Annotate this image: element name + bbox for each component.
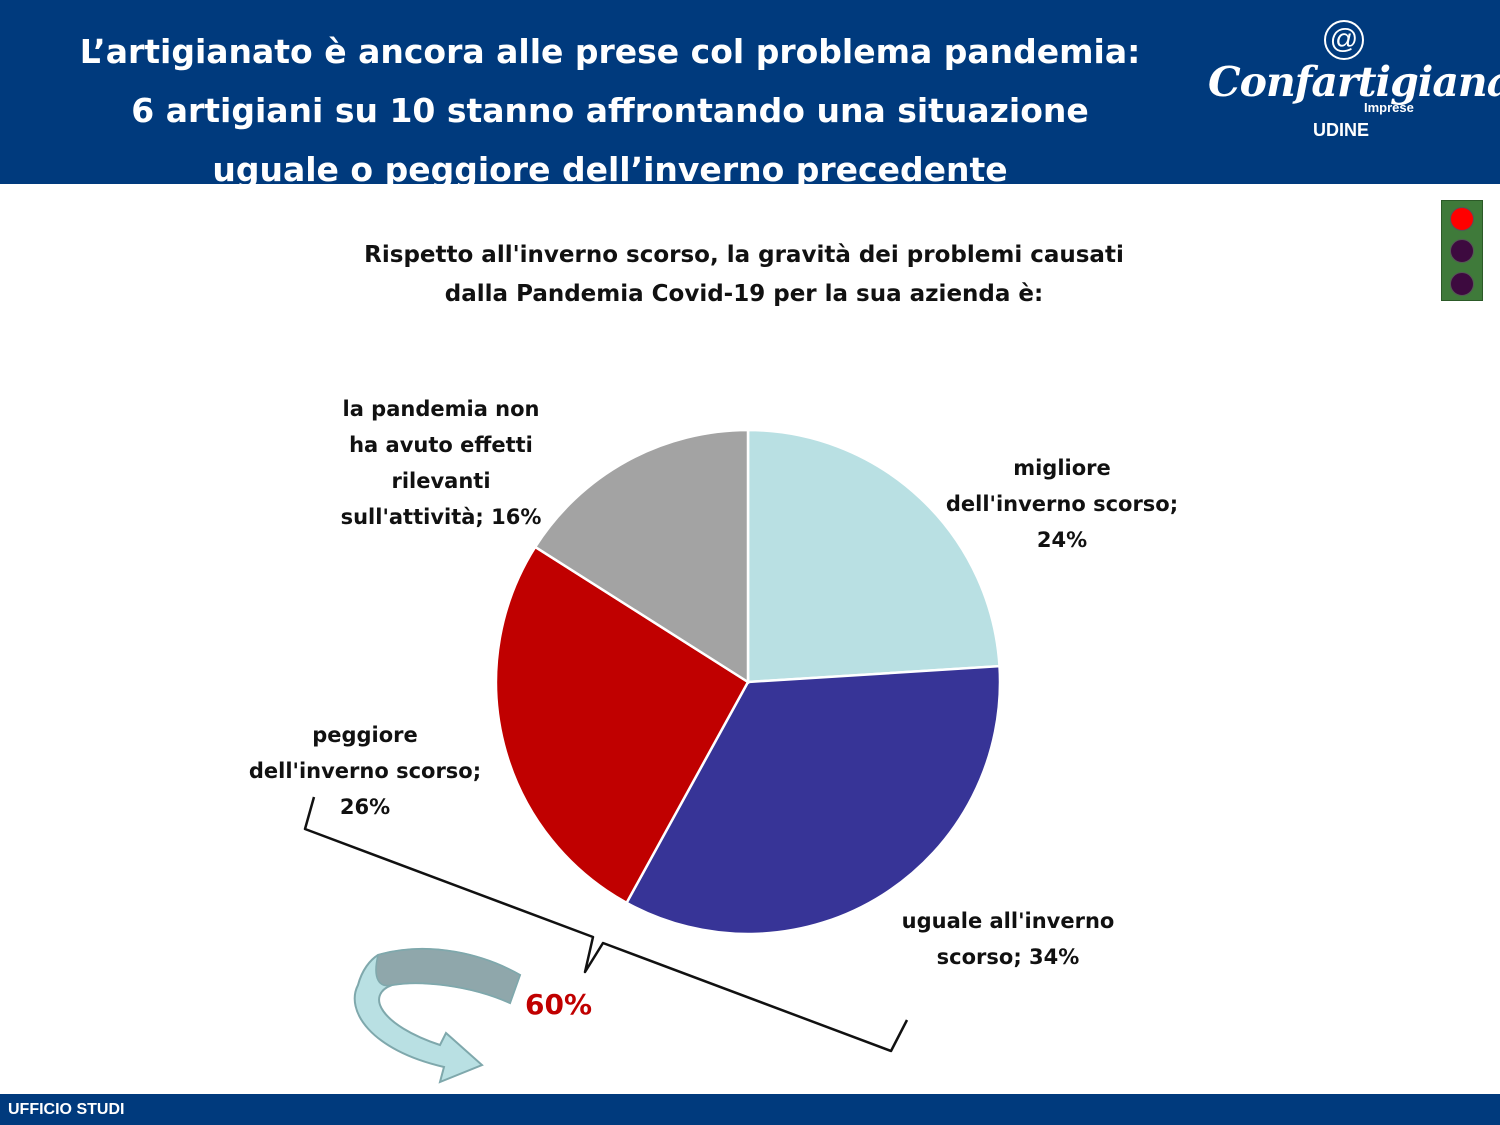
slice-label: migliore dell'inverno scorso; 24%	[946, 456, 1178, 552]
slice-label-line: 24%	[1037, 528, 1087, 552]
at-sign-icon: @	[1324, 20, 1364, 60]
slice-label-line: dell'inverno scorso;	[946, 492, 1178, 516]
summary-brace	[303, 796, 909, 1053]
slice-label-line: la pandemia non	[343, 397, 540, 421]
pie-slices	[494, 428, 1002, 936]
summary-percentage: 60%	[525, 988, 593, 1021]
pie-slice	[533, 428, 750, 685]
footer-bar: UFFICIO STUDI	[0, 1094, 1500, 1125]
confartigianato-logo: @ Confartigianato Imprese UDINE	[1200, 12, 1500, 147]
slice-label-line: dell'inverno scorso;	[249, 759, 481, 783]
page-title-line: 6 artigiani su 10 stanno affrontando una…	[131, 91, 1089, 130]
slice-label-line: sull'attività; 16%	[341, 505, 542, 529]
logo-name: Confartigianato	[1208, 58, 1500, 106]
header-banner: L’artigianato è ancora alle prese col pr…	[0, 0, 1500, 189]
pie-slice	[746, 428, 1001, 684]
pie-labels: migliore dell'inverno scorso; 24% uguale al…	[249, 397, 1178, 969]
slice-label-line: scorso; 34%	[937, 945, 1080, 969]
logo-city: UDINE	[1313, 120, 1370, 140]
slice-label-line: migliore	[1013, 456, 1111, 480]
traffic-light-yellow-lamp	[1450, 239, 1474, 263]
chart-title-line: Rispetto all'inverno scorso, la gravità …	[364, 242, 1124, 268]
slice-label: uguale all'inverno scorso; 34%	[902, 909, 1115, 969]
slice-label-line: rilevanti	[391, 469, 490, 493]
chart-title-line: dalla Pandemia Covid-19 per la sua azien…	[444, 281, 1044, 307]
traffic-light-red-lamp	[1450, 207, 1474, 231]
page-title: L’artigianato è ancora alle prese col pr…	[20, 22, 1200, 199]
slice-label: peggiore dell'inverno scorso; 26%	[249, 723, 481, 819]
page-title-line: L’artigianato è ancora alle prese col pr…	[79, 32, 1141, 71]
logo-subtitle: Imprese	[1364, 100, 1414, 115]
curved-arrow-icon	[353, 947, 522, 1084]
page-title-line: uguale o peggiore dell’inverno precedent…	[212, 150, 1008, 189]
slice-label: la pandemia non ha avuto effetti rilevanti…	[341, 397, 542, 529]
chart-title: Rispetto all'inverno scorso, la gravità …	[300, 236, 1188, 314]
pie-slice	[494, 545, 750, 905]
slice-label-line: 26%	[340, 795, 390, 819]
traffic-light-green-lamp	[1450, 272, 1474, 296]
slice-label-line: ha avuto effetti	[349, 433, 533, 457]
traffic-light-icon	[1441, 200, 1483, 301]
slice-label-line: peggiore	[312, 723, 418, 747]
slice-label-line: uguale all'inverno	[902, 909, 1115, 933]
footer-label: UFFICIO STUDI	[8, 1101, 125, 1118]
